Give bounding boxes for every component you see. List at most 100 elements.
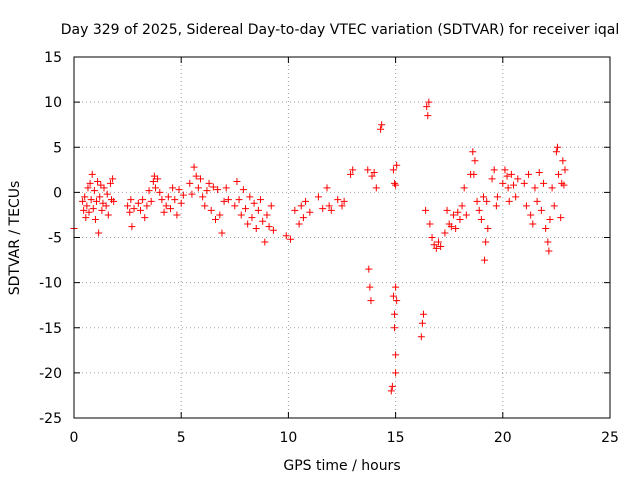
- data-point: [503, 172, 511, 180]
- data-point: [555, 170, 563, 178]
- axis-ticks: [73, 56, 611, 419]
- data-point: [389, 292, 397, 300]
- data-point: [334, 196, 342, 204]
- data-point: [481, 256, 489, 264]
- data-point: [139, 196, 147, 204]
- data-point: [188, 190, 196, 198]
- data-point: [127, 196, 135, 204]
- data-point: [287, 235, 295, 243]
- data-point: [501, 166, 509, 174]
- data-point: [218, 229, 226, 237]
- data-point: [391, 179, 399, 187]
- data-point: [550, 202, 558, 210]
- data-point: [349, 166, 357, 174]
- data-point: [425, 98, 433, 106]
- data-point: [470, 170, 478, 178]
- data-point: [224, 196, 232, 204]
- x-tick-label: 5: [177, 430, 186, 446]
- y-tick-label: -20: [39, 366, 62, 382]
- data-point: [428, 234, 436, 241]
- data-point: [454, 208, 462, 216]
- data-point: [507, 170, 515, 178]
- data-point: [100, 184, 108, 192]
- data-point: [388, 382, 396, 390]
- data-point: [103, 190, 111, 198]
- data-point: [314, 193, 322, 201]
- data-point: [469, 148, 477, 156]
- y-tick-label: -15: [39, 321, 62, 337]
- data-point: [391, 324, 399, 332]
- data-point: [263, 211, 271, 219]
- data-point: [259, 217, 267, 225]
- data-point: [325, 202, 333, 210]
- data-point: [91, 215, 99, 223]
- data-points: [70, 98, 569, 395]
- y-axis-label: SDTVAR / TECUs: [7, 181, 23, 296]
- data-point: [527, 211, 535, 219]
- data-point: [160, 208, 168, 216]
- data-point: [126, 208, 134, 216]
- data-point: [492, 202, 500, 210]
- y-tick-label: -10: [39, 276, 62, 292]
- data-point: [299, 214, 307, 222]
- data-point: [244, 220, 252, 228]
- data-point: [177, 199, 185, 207]
- data-point: [365, 265, 373, 273]
- data-point: [432, 244, 440, 252]
- data-point: [222, 184, 230, 192]
- data-point: [90, 187, 98, 195]
- data-point: [393, 297, 401, 305]
- data-point: [392, 369, 400, 377]
- data-point: [456, 215, 464, 223]
- data-point: [93, 197, 101, 205]
- data-point: [96, 193, 104, 201]
- data-point: [89, 205, 97, 213]
- data-point: [252, 224, 260, 232]
- data-point: [561, 166, 569, 174]
- data-point: [269, 226, 277, 234]
- y-tick-label: 10: [44, 95, 62, 111]
- data-point: [297, 202, 305, 210]
- data-point: [488, 175, 496, 183]
- data-point: [235, 196, 243, 204]
- data-point: [387, 387, 395, 395]
- data-point: [250, 199, 258, 207]
- data-point: [531, 184, 539, 192]
- grid-lines: [74, 57, 610, 418]
- data-point: [88, 170, 96, 178]
- data-point: [430, 241, 438, 249]
- data-point: [449, 211, 457, 219]
- data-point: [512, 193, 520, 201]
- data-point: [510, 181, 518, 189]
- x-tick-label: 20: [494, 430, 512, 446]
- data-point: [173, 211, 181, 219]
- data-point: [392, 181, 400, 189]
- data-point: [441, 229, 449, 237]
- data-point: [147, 197, 155, 205]
- data-point: [422, 206, 430, 214]
- data-point: [95, 229, 103, 237]
- data-point: [347, 170, 355, 178]
- data-point: [477, 215, 485, 223]
- data-point: [106, 179, 114, 187]
- data-point: [471, 157, 479, 165]
- data-point: [542, 224, 550, 232]
- data-point: [102, 202, 110, 210]
- data-point: [81, 193, 89, 201]
- data-point: [196, 175, 204, 183]
- x-tick-label: 25: [601, 430, 619, 446]
- data-point: [537, 206, 545, 214]
- data-point: [86, 179, 94, 187]
- data-point: [460, 184, 468, 192]
- data-point: [544, 238, 552, 246]
- data-point: [552, 148, 560, 156]
- data-point: [393, 161, 401, 169]
- data-point: [265, 223, 273, 231]
- data-point: [546, 215, 554, 223]
- data-point: [130, 205, 138, 213]
- data-point: [128, 223, 136, 231]
- data-point: [522, 202, 530, 210]
- data-point: [209, 183, 217, 191]
- data-point: [80, 206, 88, 214]
